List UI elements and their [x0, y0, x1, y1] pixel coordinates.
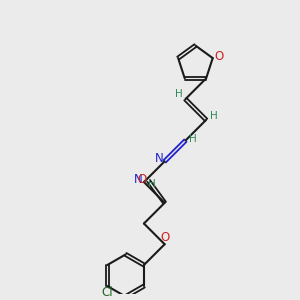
Text: O: O [160, 231, 169, 244]
Text: H: H [148, 178, 155, 188]
Text: O: O [137, 173, 147, 186]
Text: H: H [210, 111, 217, 121]
Text: Cl: Cl [102, 286, 113, 299]
Text: N: N [155, 152, 164, 166]
Text: H: H [189, 134, 197, 144]
Text: H: H [175, 89, 183, 99]
Text: O: O [214, 50, 224, 63]
Text: N: N [134, 173, 143, 186]
